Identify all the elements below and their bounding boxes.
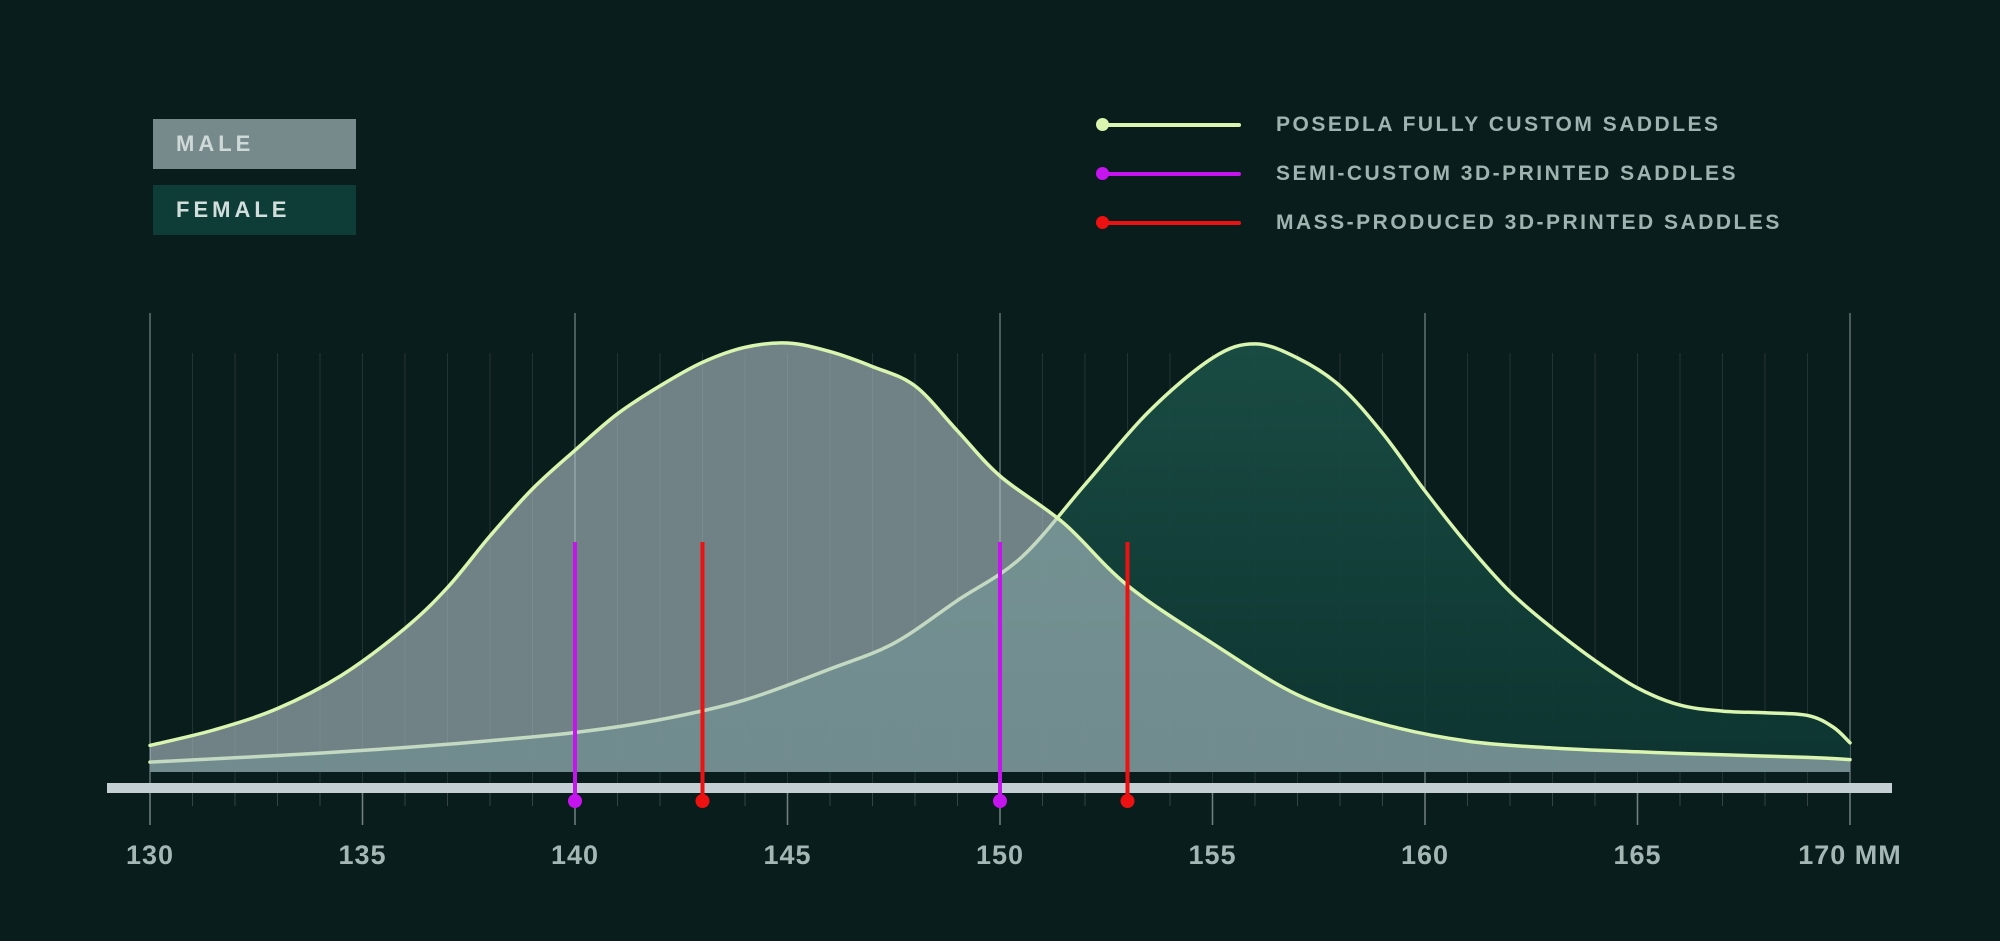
legend-male-label: MALE	[176, 131, 255, 156]
axis-tick-label-165: 165	[1613, 840, 1662, 870]
axis-tick-label-130: 130	[125, 840, 175, 870]
mass-produced-line-icon	[1104, 221, 1241, 225]
mass-produced-label: MASS-PRODUCED 3D-PRINTED SADDLES	[1276, 211, 1782, 234]
axis-tick-label-135: 135	[338, 840, 387, 870]
marker-semi-custom-140	[568, 542, 582, 808]
legend-male-chip[interactable]: MALE	[153, 119, 356, 169]
fully-custom-dot-icon	[1096, 118, 1109, 131]
marker-semi-custom-150	[993, 542, 1007, 808]
axis-tick-label-170: 170 MM	[1798, 840, 1902, 870]
semi-custom-line-icon	[1104, 172, 1241, 176]
fully-custom-label: POSEDLA FULLY CUSTOM SADDLES	[1276, 113, 1721, 136]
axis-tick-label-145: 145	[763, 840, 812, 870]
semi-custom-dot-icon	[1096, 167, 1109, 180]
fully-custom-line-icon	[1104, 123, 1241, 127]
axis-tick-label-160: 160	[1400, 840, 1450, 870]
marker-dot[interactable]	[695, 794, 710, 808]
marker-dot[interactable]	[1120, 794, 1135, 808]
semi-custom-label: SEMI-CUSTOM 3D-PRINTED SADDLES	[1276, 162, 1738, 185]
axis-tick-label-150: 150	[975, 840, 1025, 870]
marker-mass-produced-153	[1120, 542, 1135, 808]
axis-tick-label-155: 155	[1188, 840, 1237, 870]
mass-produced-dot-icon	[1096, 216, 1109, 229]
marker-mass-produced-143	[695, 542, 710, 808]
marker-dot[interactable]	[568, 794, 582, 808]
legend-female-chip[interactable]: FEMALE	[153, 185, 356, 235]
x-axis-ticks	[149, 793, 1851, 825]
axis-tick-label-140: 140	[550, 840, 600, 870]
legend-female-label: FEMALE	[176, 197, 291, 222]
marker-dot[interactable]	[993, 794, 1007, 808]
